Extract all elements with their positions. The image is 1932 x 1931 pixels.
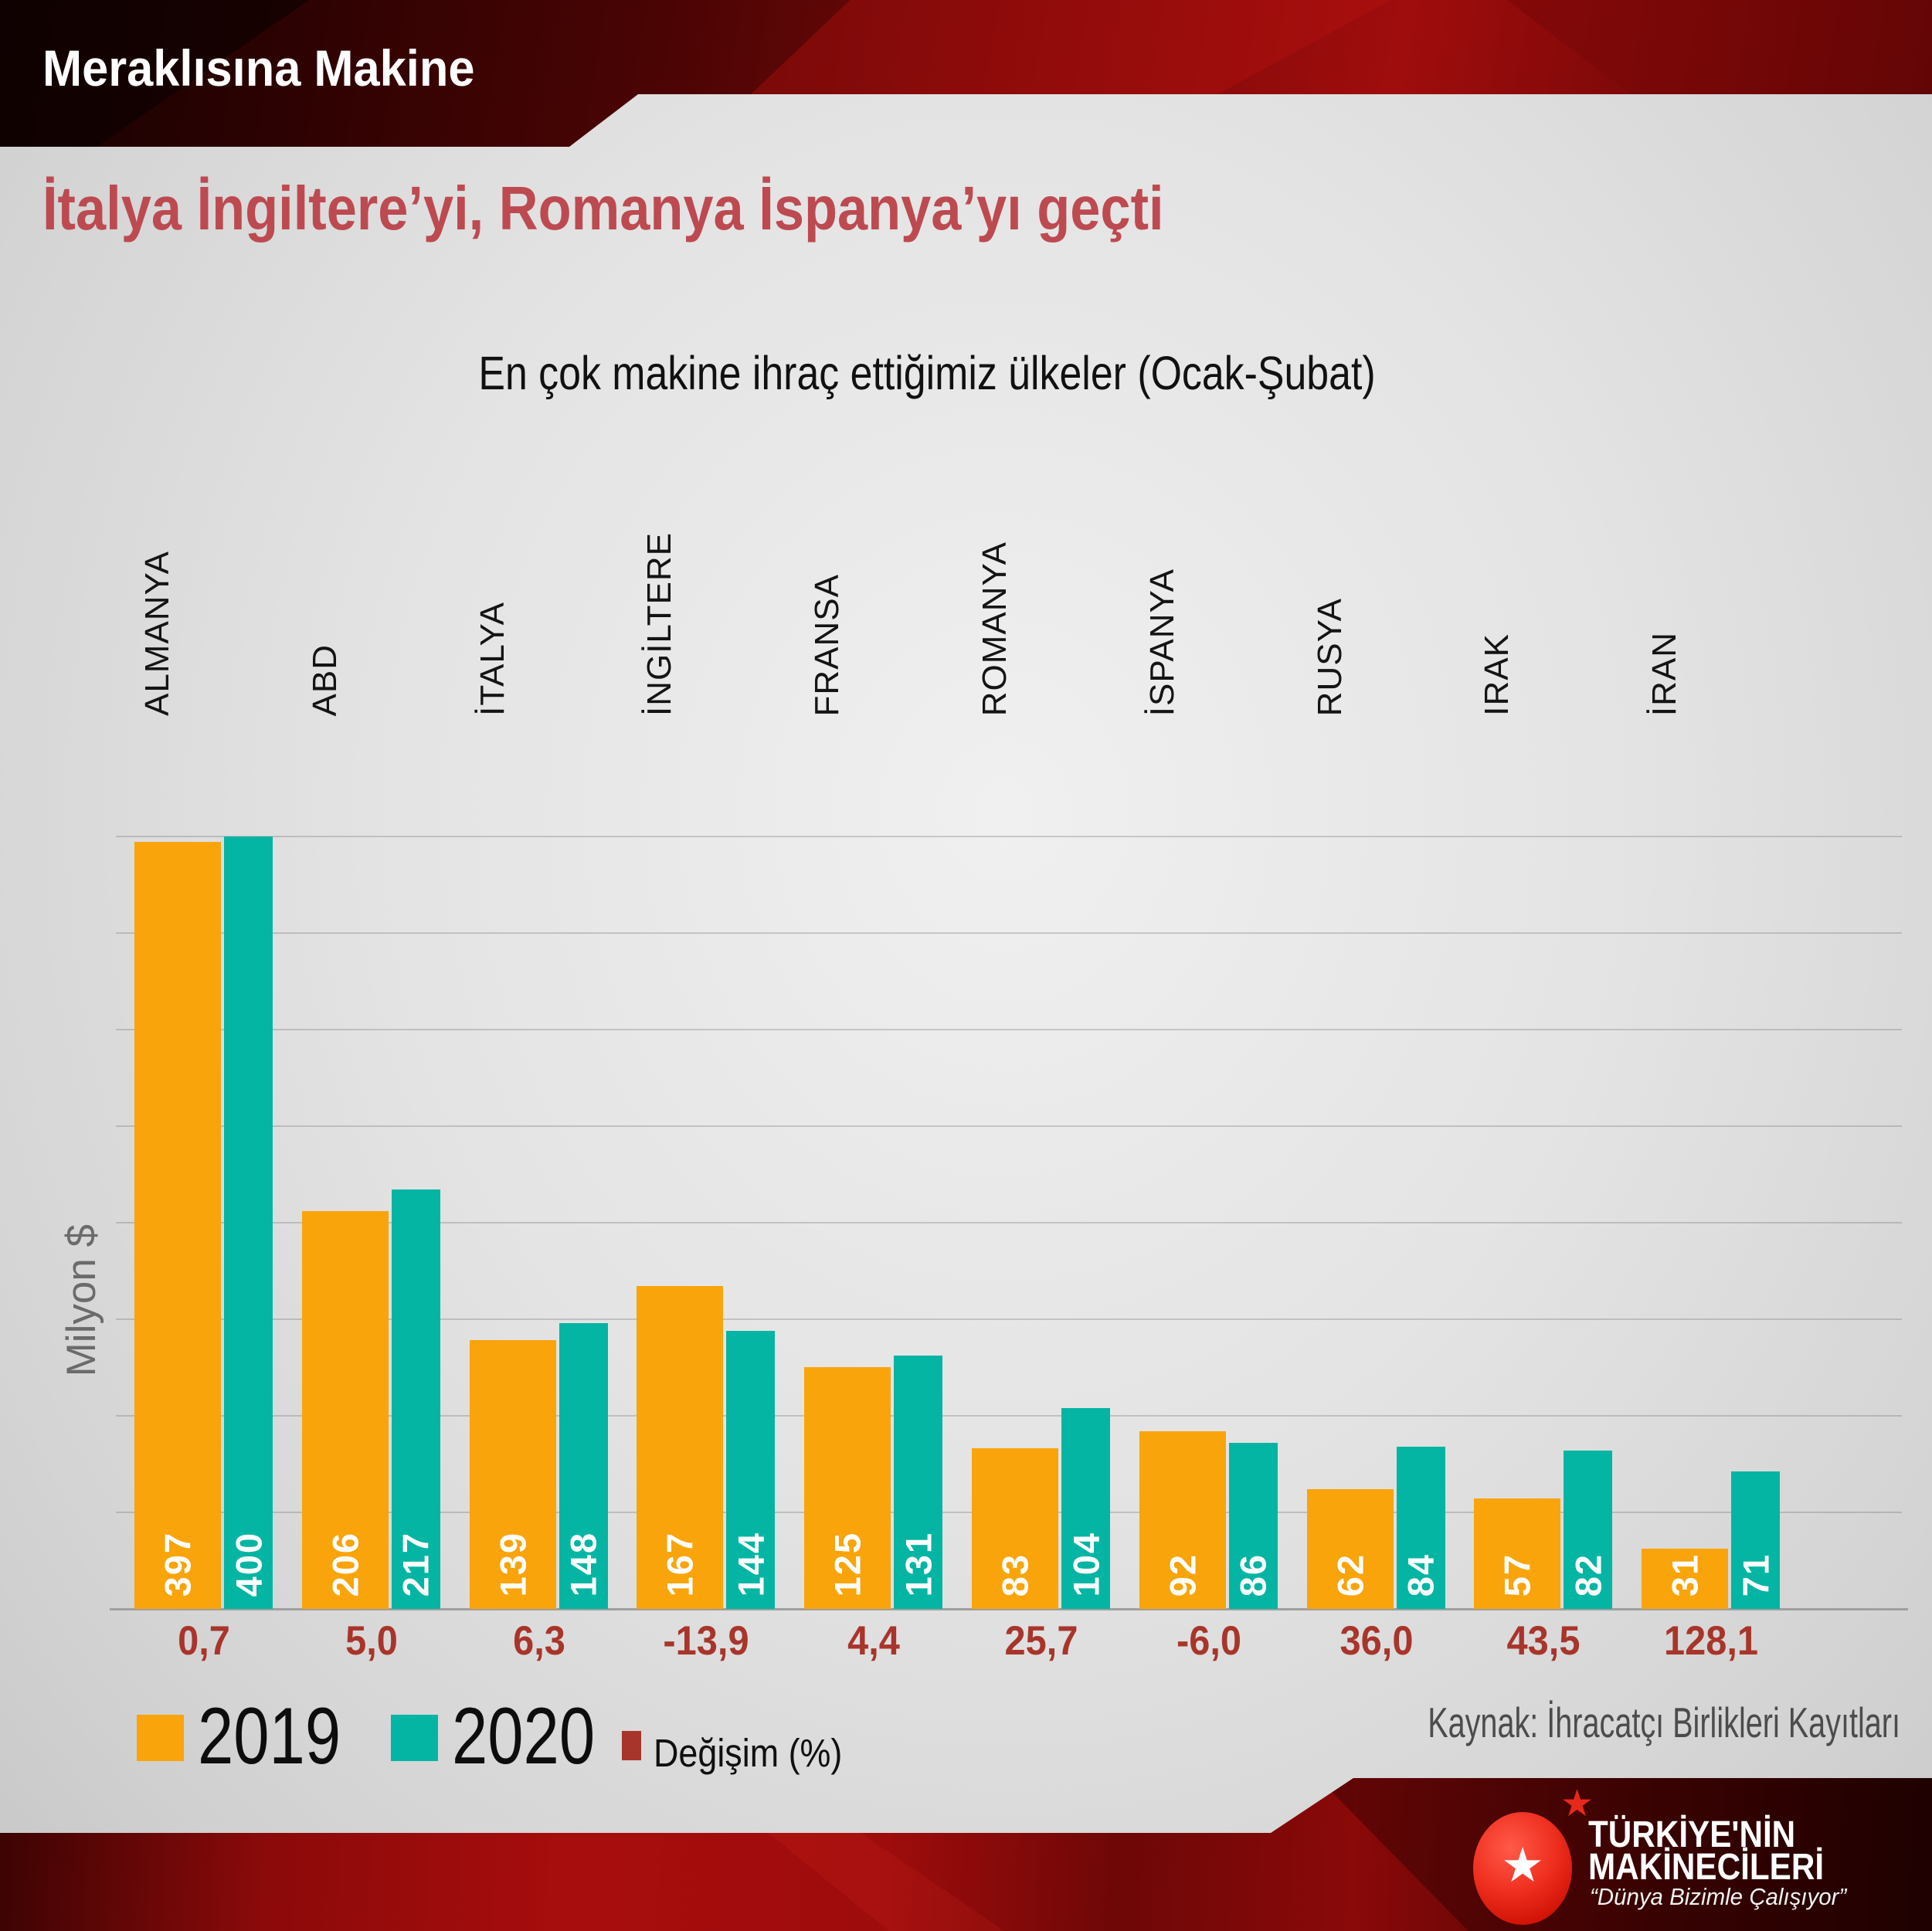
bar-value-label: 400 (228, 1531, 269, 1597)
gridline (116, 1415, 1902, 1417)
legend-label-2020: 2020 (452, 1692, 596, 1781)
bar-value-label: 144 (730, 1531, 772, 1597)
bar-2019-IRAK: 57 (1474, 1498, 1561, 1609)
chart-title: En çok makine ihraç ettiğimiz ülkeler (O… (478, 347, 1376, 399)
category-label-İTALYA: İTALYA (473, 602, 511, 716)
change-percent-label: 5,0 (345, 1618, 398, 1664)
bar-2019-İTALYA: 139 (469, 1340, 556, 1609)
bar-value-label: 71 (1735, 1553, 1777, 1597)
gridline (116, 1318, 1902, 1320)
legend-label-2019: 2019 (198, 1692, 341, 1781)
header-band: Meraklısına Makine (0, 0, 1932, 147)
gridline (116, 1125, 1902, 1127)
category-label-İRAN: İRAN (1645, 631, 1684, 716)
bar-value-label: 104 (1065, 1531, 1106, 1597)
bar-2019-RUSYA: 62 (1306, 1489, 1394, 1609)
legend-swatch-change (622, 1731, 641, 1760)
bar-2020-İTALYA: 148 (559, 1323, 608, 1609)
category-label-RUSYA: RUSYA (1310, 597, 1349, 716)
bar-value-label: 217 (395, 1531, 436, 1597)
change-percent-label: 43,5 (1506, 1618, 1581, 1664)
change-percent-label: 4,4 (847, 1618, 901, 1664)
bar-value-label: 131 (898, 1531, 939, 1597)
y-axis-label: Milyon $ (59, 1223, 104, 1376)
bar-value-label: 31 (1664, 1553, 1706, 1597)
gridline (116, 836, 1902, 837)
legend-swatch-2020 (391, 1715, 438, 1761)
category-label-FRANSA: FRANSA (808, 573, 847, 716)
bar-2020-IRAK: 82 (1564, 1451, 1613, 1609)
bar-value-label: 206 (324, 1531, 366, 1597)
change-percent-label: -13,9 (663, 1618, 749, 1664)
bar-value-label: 148 (562, 1531, 604, 1597)
legend-label-change: Değişim (%) (654, 1731, 843, 1775)
bar-value-label: 139 (492, 1531, 534, 1597)
bar-value-label: 92 (1162, 1553, 1204, 1597)
bar-2019-İSPANYA: 92 (1139, 1431, 1226, 1609)
change-percent-label: 25,7 (1004, 1618, 1078, 1664)
bar-2019-FRANSA: 125 (804, 1367, 891, 1609)
brand-name-line1: TÜRKİYE'NİN (1588, 1814, 1796, 1855)
bar-2020-FRANSA: 131 (894, 1356, 943, 1609)
gridline (116, 1029, 1902, 1030)
bar-value-label: 57 (1496, 1553, 1538, 1597)
bar-2020-İNGİLTERE: 144 (726, 1331, 776, 1609)
bar-2020-İSPANYA: 86 (1228, 1443, 1278, 1609)
legend-swatch-2019 (137, 1715, 184, 1761)
star-icon: ★ (1501, 1839, 1544, 1892)
bar-value-label: 125 (827, 1531, 868, 1597)
bar-2019-İRAN: 31 (1642, 1549, 1729, 1609)
bar-2020-ROMANYA: 104 (1061, 1408, 1110, 1609)
bar-2019-ABD: 206 (301, 1211, 389, 1609)
brand-logo-circle: ★ (1473, 1812, 1572, 1925)
bar-value-label: 82 (1567, 1553, 1609, 1597)
source-credit: Kaynak: İhracatçı Birlikleri Kayıtları (1428, 1699, 1900, 1746)
change-percent-label: 36,0 (1339, 1618, 1414, 1664)
change-percent-label: 6,3 (512, 1618, 565, 1664)
bar-value-label: 84 (1400, 1553, 1441, 1597)
bar-value-label: 397 (157, 1531, 199, 1597)
x-axis-line (110, 1608, 1908, 1610)
bar-2020-ALMANYA: 400 (224, 837, 273, 1609)
star-small-icon: ★ (1560, 1783, 1594, 1824)
bar-value-label: 83 (994, 1553, 1036, 1597)
change-percent-label: 0,7 (178, 1618, 230, 1664)
gridline (116, 932, 1902, 934)
bar-2020-İRAN: 71 (1731, 1471, 1781, 1609)
category-label-İNGİLTERE: İNGİLTERE (640, 531, 679, 716)
bar-2020-RUSYA: 84 (1396, 1447, 1445, 1609)
bar-value-label: 62 (1329, 1553, 1371, 1597)
category-label-ROMANYA: ROMANYA (976, 541, 1014, 716)
bar-2019-İNGİLTERE: 167 (637, 1286, 724, 1609)
brand-kicker: Meraklısına Makine (42, 39, 475, 97)
category-label-IRAK: IRAK (1478, 633, 1516, 716)
gridline (116, 1222, 1902, 1223)
bar-2020-ABD: 217 (391, 1189, 440, 1609)
bar-value-label: 167 (659, 1531, 701, 1597)
category-label-ABD: ABD (305, 643, 344, 716)
bar-2019-ALMANYA: 397 (134, 842, 221, 1609)
change-percent-label: -6,0 (1176, 1618, 1241, 1664)
brand-tagline: “Dünya Bizimle Çalışıyor” (1590, 1883, 1847, 1910)
category-label-İSPANYA: İSPANYA (1143, 568, 1181, 716)
category-label-ALMANYA: ALMANYA (138, 550, 176, 716)
bar-2019-ROMANYA: 83 (972, 1448, 1058, 1609)
bar-value-label: 86 (1232, 1553, 1274, 1597)
brand-name-line2: MAKİNECİLERİ (1588, 1847, 1825, 1888)
change-percent-label: 128,1 (1664, 1618, 1759, 1664)
headline: İtalya İngiltere’yi, Romanya İspanya’yı … (42, 174, 1164, 243)
